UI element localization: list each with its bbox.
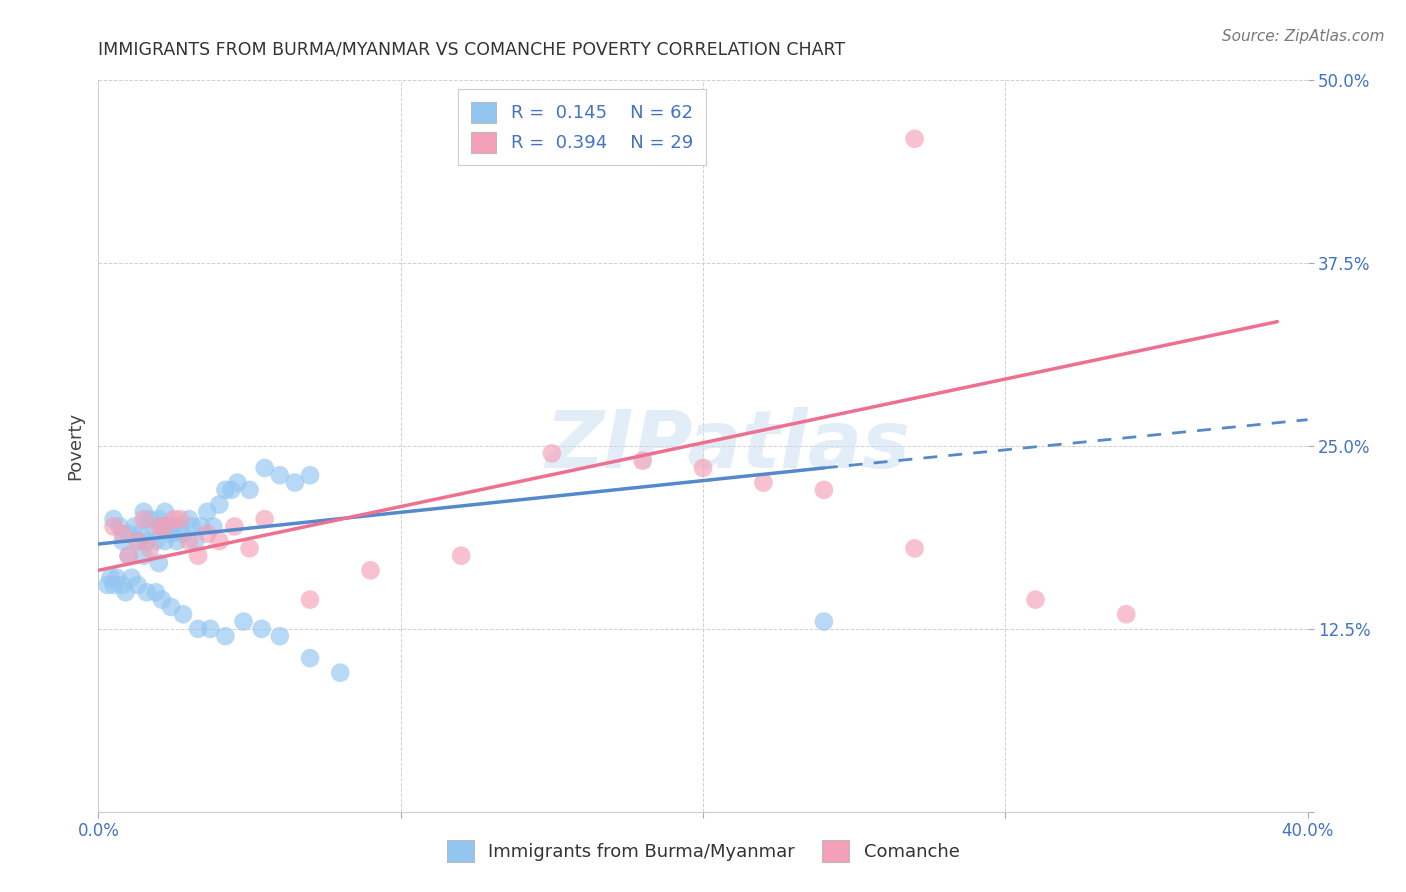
- Point: [139, 512, 162, 526]
- Point: [111, 534, 134, 549]
- Point: [208, 498, 231, 512]
- Point: [269, 468, 291, 483]
- Point: [100, 571, 122, 585]
- Point: [214, 629, 236, 643]
- Point: [127, 534, 149, 549]
- Point: [224, 519, 246, 533]
- Point: [172, 526, 194, 541]
- Point: [153, 505, 176, 519]
- Point: [214, 483, 236, 497]
- Point: [127, 578, 149, 592]
- Point: [103, 578, 125, 592]
- Point: [195, 526, 218, 541]
- Point: [299, 468, 322, 483]
- Point: [148, 556, 170, 570]
- Point: [156, 519, 179, 533]
- Point: [904, 132, 927, 146]
- Point: [150, 519, 173, 533]
- Point: [360, 563, 382, 577]
- Point: [132, 549, 155, 563]
- Point: [124, 519, 146, 533]
- Point: [111, 526, 134, 541]
- Point: [299, 651, 322, 665]
- Point: [139, 541, 162, 556]
- Legend: R =  0.145    N = 62, R =  0.394    N = 29: R = 0.145 N = 62, R = 0.394 N = 29: [458, 89, 706, 165]
- Point: [904, 541, 927, 556]
- Point: [150, 592, 173, 607]
- Point: [121, 571, 143, 585]
- Point: [108, 519, 131, 533]
- Point: [132, 512, 155, 526]
- Point: [1024, 592, 1046, 607]
- Point: [142, 519, 165, 533]
- Point: [127, 534, 149, 549]
- Point: [239, 483, 262, 497]
- Point: [129, 526, 152, 541]
- Point: [1115, 607, 1137, 622]
- Point: [172, 607, 194, 622]
- Point: [540, 446, 562, 460]
- Point: [813, 615, 835, 629]
- Point: [96, 578, 118, 592]
- Point: [187, 622, 209, 636]
- Point: [329, 665, 352, 680]
- Point: [169, 519, 191, 533]
- Point: [118, 549, 141, 563]
- Point: [160, 599, 183, 614]
- Point: [160, 526, 183, 541]
- Point: [166, 534, 188, 549]
- Point: [187, 549, 209, 563]
- Point: [163, 512, 186, 526]
- Point: [169, 512, 191, 526]
- Point: [752, 475, 775, 490]
- Point: [132, 505, 155, 519]
- Point: [190, 519, 212, 533]
- Point: [208, 534, 231, 549]
- Point: [221, 483, 243, 497]
- Point: [135, 585, 157, 599]
- Legend: Immigrants from Burma/Myanmar, Comanche: Immigrants from Burma/Myanmar, Comanche: [440, 833, 966, 870]
- Text: ZIPatlas: ZIPatlas: [544, 407, 910, 485]
- Point: [250, 622, 273, 636]
- Point: [184, 534, 207, 549]
- Point: [813, 483, 835, 497]
- Point: [145, 585, 167, 599]
- Point: [202, 519, 225, 533]
- Point: [148, 519, 170, 533]
- Point: [450, 549, 472, 563]
- Y-axis label: Poverty: Poverty: [66, 412, 84, 480]
- Text: IMMIGRANTS FROM BURMA/MYANMAR VS COMANCHE POVERTY CORRELATION CHART: IMMIGRANTS FROM BURMA/MYANMAR VS COMANCH…: [98, 40, 845, 58]
- Point: [284, 475, 307, 490]
- Point: [299, 592, 322, 607]
- Point: [153, 534, 176, 549]
- Point: [226, 475, 249, 490]
- Point: [153, 519, 176, 533]
- Point: [195, 505, 218, 519]
- Point: [135, 534, 157, 549]
- Text: Source: ZipAtlas.com: Source: ZipAtlas.com: [1222, 29, 1385, 44]
- Point: [103, 519, 125, 533]
- Point: [181, 519, 204, 533]
- Point: [232, 615, 254, 629]
- Point: [118, 549, 141, 563]
- Point: [239, 541, 262, 556]
- Point: [114, 585, 136, 599]
- Point: [200, 622, 222, 636]
- Point: [148, 512, 170, 526]
- Point: [253, 461, 276, 475]
- Point: [269, 629, 291, 643]
- Point: [692, 461, 714, 475]
- Point: [105, 571, 128, 585]
- Point: [631, 453, 654, 467]
- Point: [118, 526, 141, 541]
- Point: [253, 512, 276, 526]
- Point: [145, 534, 167, 549]
- Point: [163, 519, 186, 533]
- Point: [179, 512, 201, 526]
- Point: [111, 578, 134, 592]
- Point: [179, 534, 201, 549]
- Point: [103, 512, 125, 526]
